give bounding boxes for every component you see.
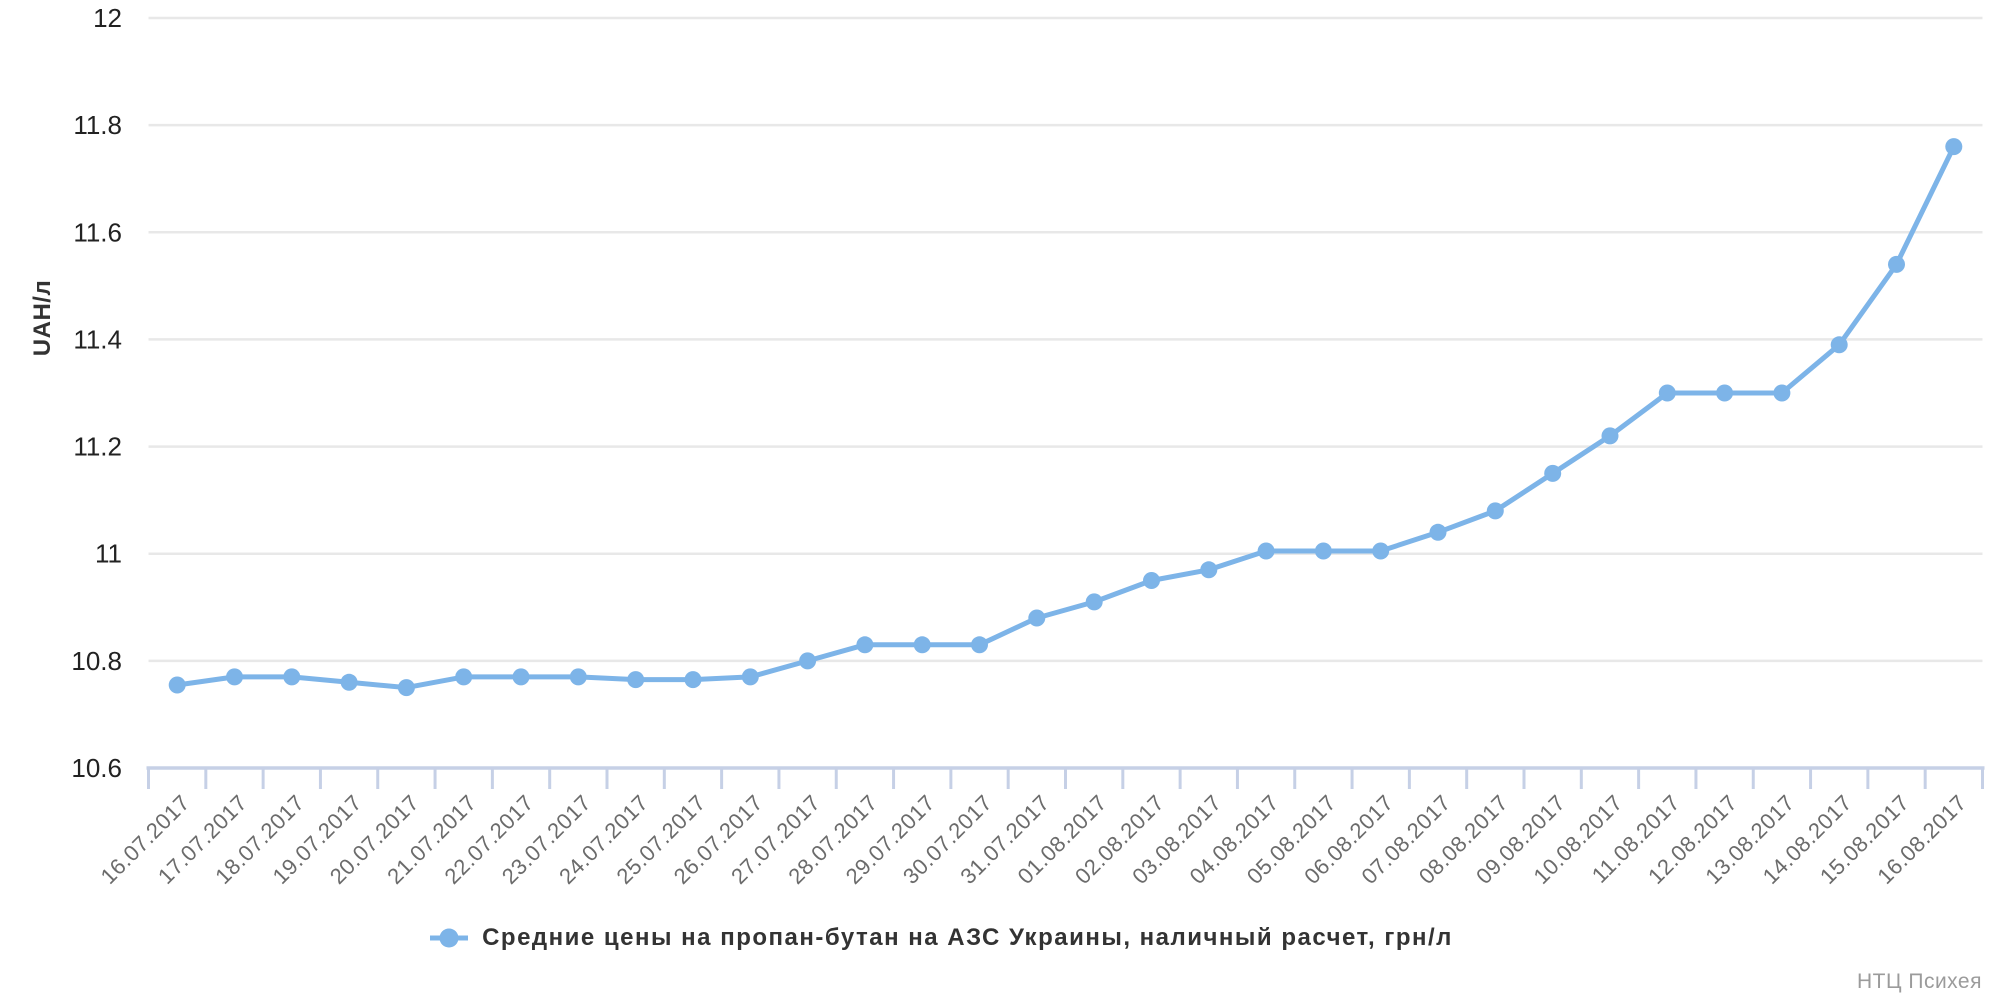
data-point[interactable] (1028, 609, 1046, 627)
data-point[interactable] (1544, 464, 1562, 482)
data-point[interactable] (1085, 593, 1103, 611)
data-point[interactable] (1716, 384, 1734, 402)
data-point[interactable] (1257, 542, 1275, 560)
data-point[interactable] (1314, 542, 1332, 560)
data-point[interactable] (569, 668, 587, 686)
data-point[interactable] (1143, 572, 1160, 589)
data-point[interactable] (1200, 561, 1218, 579)
data-point[interactable] (684, 671, 702, 689)
y-axis-tick-label: 11.6 (73, 217, 122, 247)
price-line (174, 144, 1957, 691)
data-point[interactable] (856, 636, 874, 654)
data-point[interactable] (627, 671, 645, 689)
data-point[interactable] (741, 668, 759, 686)
data-point[interactable] (397, 679, 415, 697)
y-axis-tick-label: 10.6 (71, 753, 122, 783)
y-axis-tick-label: 11.8 (73, 110, 122, 140)
data-point[interactable] (1830, 336, 1848, 354)
data-point[interactable] (1372, 542, 1390, 560)
data-point[interactable] (1429, 523, 1447, 541)
y-axis-tick-label: 11.2 (73, 432, 122, 462)
data-point[interactable] (340, 673, 358, 691)
data-point[interactable] (168, 676, 186, 694)
y-axis-tick-label: 11 (95, 539, 122, 569)
watermark-text: НТЦ Психея (1856, 970, 1982, 993)
data-point[interactable] (283, 668, 301, 686)
data-point[interactable] (971, 636, 988, 654)
data-point[interactable] (226, 668, 243, 686)
data-point[interactable] (1601, 427, 1619, 445)
legend[interactable]: Средние цены на пропан-бутан на АЗС Укра… (0, 924, 1882, 952)
data-point[interactable] (1888, 255, 1905, 273)
data-point[interactable] (455, 668, 473, 686)
data-point[interactable] (1658, 384, 1676, 402)
data-point[interactable] (1945, 138, 1963, 156)
data-point[interactable] (913, 636, 931, 654)
data-point[interactable] (1486, 502, 1504, 520)
y-axis-tick-label: 10.8 (71, 646, 122, 676)
data-point[interactable] (1773, 384, 1791, 402)
data-point[interactable] (799, 652, 817, 670)
y-axis-tick-label: 12 (93, 3, 122, 33)
legend-marker-icon (430, 928, 469, 948)
y-axis-title: UAH/л (29, 280, 56, 356)
legend-label: Средние цены на пропан-бутан на АЗС Укра… (482, 924, 1453, 951)
y-axis-tick-label: 11.4 (73, 324, 122, 354)
data-point[interactable] (512, 668, 530, 686)
